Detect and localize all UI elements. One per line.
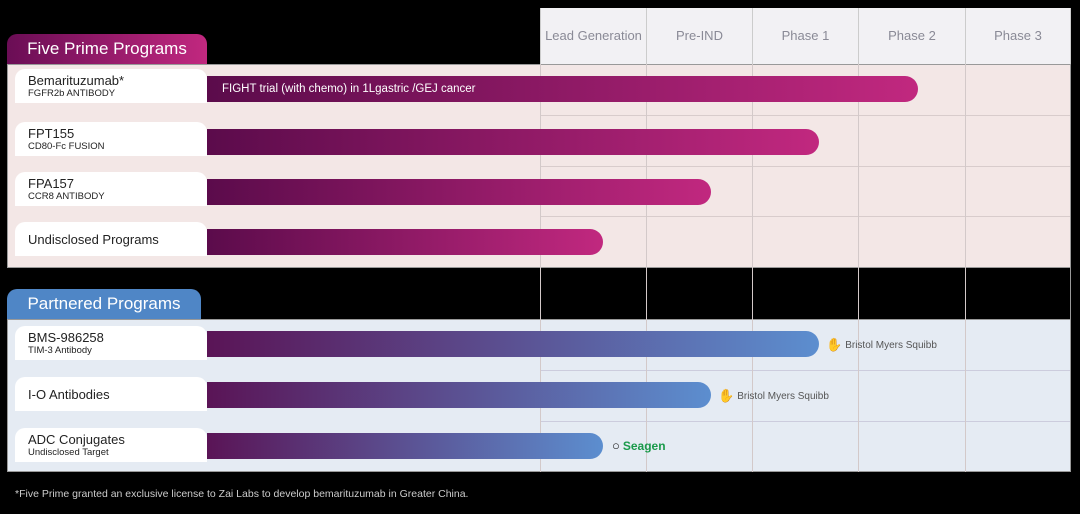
- program-card: I-O Antibodies: [15, 377, 207, 411]
- five-prime-tab: Five Prime Programs: [7, 34, 207, 64]
- program-name: FPT155: [28, 126, 75, 141]
- partner-name: Bristol Myers Squibb: [737, 390, 829, 402]
- program-name: BMS-986258: [28, 330, 104, 345]
- progress-bar-lead-generation: [207, 433, 603, 459]
- bms-logo: ✋ Bristol Myers Squibb: [718, 388, 829, 404]
- hand-icon: ✋: [718, 388, 735, 403]
- phase-header-pre-ind: Pre-IND: [646, 8, 752, 64]
- progress-bar-pre-ind: [207, 179, 711, 205]
- phase-header-phase-3: Phase 3: [965, 8, 1071, 64]
- program-target: TIM-3 Antibody: [28, 345, 92, 356]
- partner-name: Bristol Myers Squibb: [845, 339, 937, 351]
- program-target: Undisclosed Target: [28, 447, 109, 458]
- program-card: Undisclosed Programs: [15, 222, 207, 256]
- seagen-logo: ○ Seagen: [612, 438, 666, 453]
- progress-bar-phase-2: FIGHT trial (with chemo) in 1Lgastric /G…: [207, 76, 918, 102]
- program-name: Bemarituzumab*: [28, 73, 125, 88]
- program-name: ADC Conjugates: [28, 432, 125, 447]
- phase-header-lead-generation: Lead Generation: [540, 8, 646, 64]
- partnered-tab: Partnered Programs: [7, 289, 201, 319]
- footnote: *Five Prime granted an exclusive license…: [15, 488, 469, 500]
- program-card: FPT155 CD80-Fc FUSION: [15, 122, 207, 156]
- program-card: Bemarituzumab* FGFR2b ANTIBODY: [15, 69, 207, 103]
- program-target: FGFR2b ANTIBODY: [28, 88, 116, 99]
- program-name: FPA157: [28, 176, 75, 191]
- progress-bar-lead-generation: [207, 229, 603, 255]
- phase-header-phase-2: Phase 2: [858, 8, 965, 64]
- bms-logo: ✋ Bristol Myers Squibb: [826, 337, 937, 353]
- program-card: BMS-986258 TIM-3 Antibody: [15, 326, 207, 360]
- program-card: FPA157 CCR8 ANTIBODY: [15, 172, 207, 206]
- program-name: Undisclosed Programs: [28, 232, 159, 247]
- partner-name: Seagen: [622, 438, 666, 453]
- program-target: CCR8 ANTIBODY: [28, 191, 105, 202]
- program-target: CD80-Fc FUSION: [28, 141, 105, 152]
- seagen-ring-icon: ○: [612, 438, 620, 453]
- progress-bar-phase-1: [207, 129, 819, 155]
- phase-header-phase-1: Phase 1: [752, 8, 858, 64]
- progress-bar-pre-ind: [207, 382, 711, 408]
- program-card: ADC Conjugates Undisclosed Target: [15, 428, 207, 462]
- program-name: I-O Antibodies: [28, 387, 110, 402]
- hand-icon: ✋: [826, 337, 843, 352]
- progress-bar-phase-1: [207, 331, 819, 357]
